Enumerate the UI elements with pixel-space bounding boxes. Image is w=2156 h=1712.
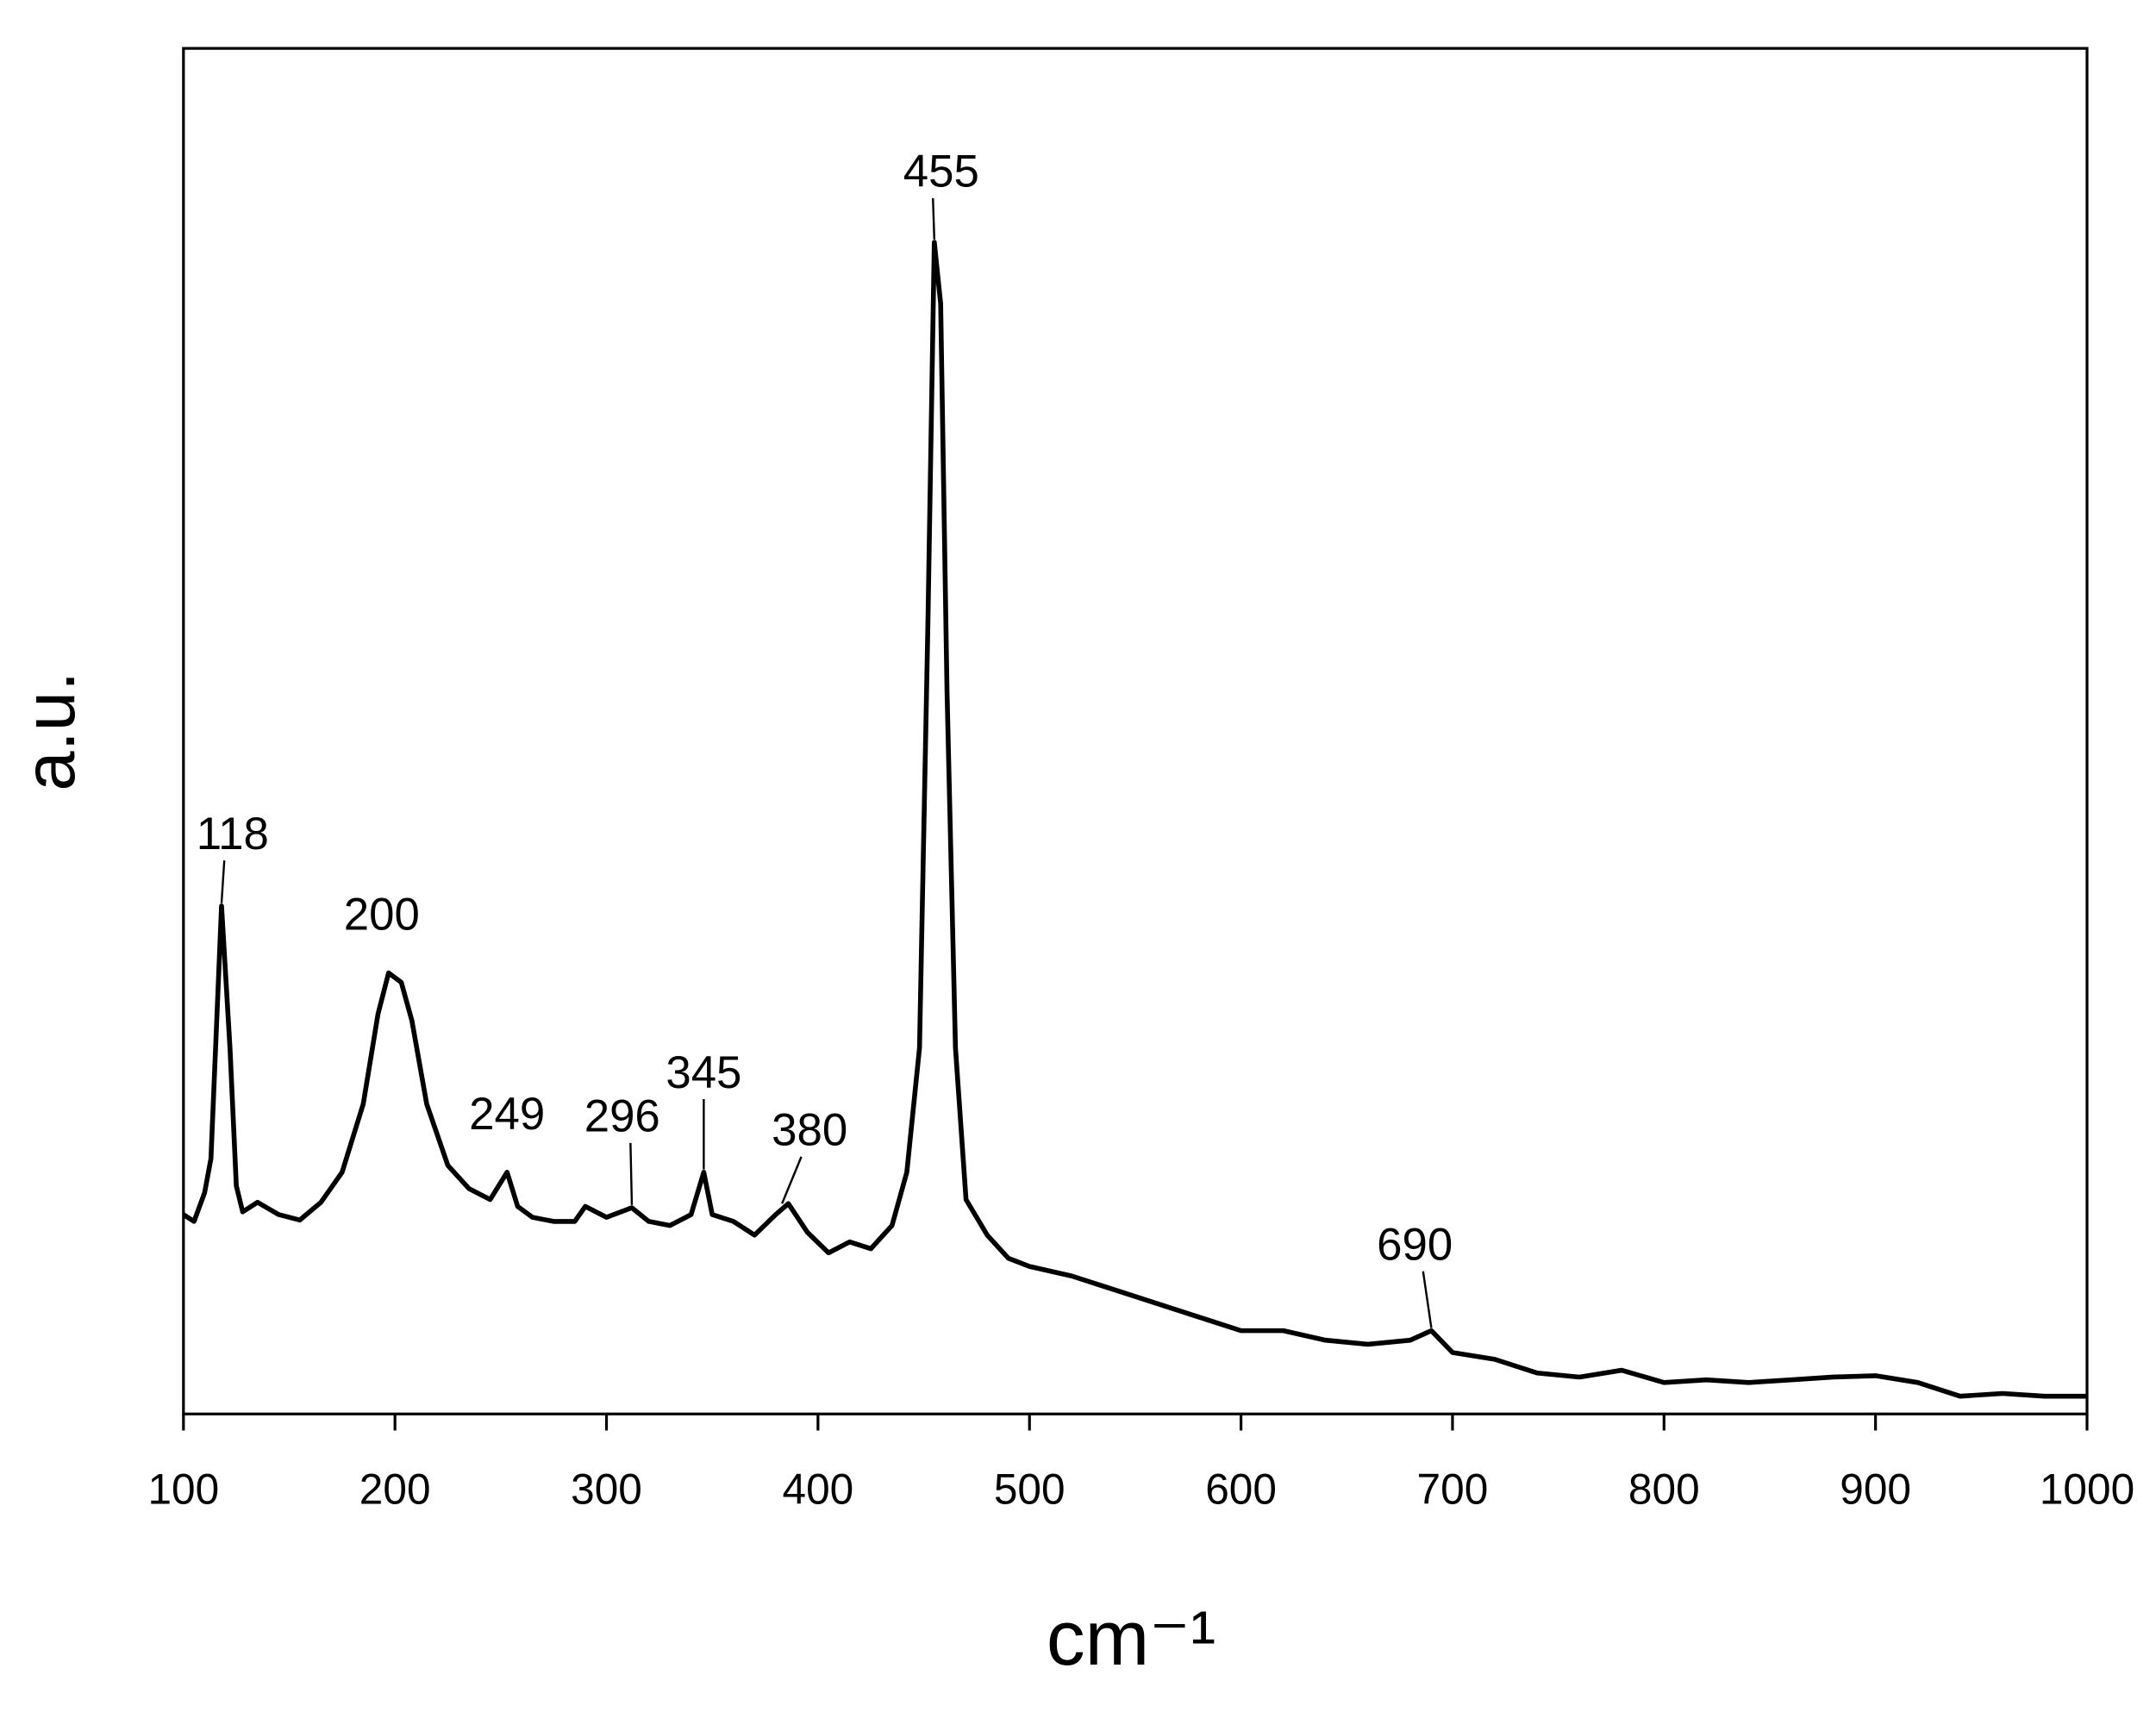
- spectrum-line: [182, 240, 2087, 1399]
- x-tick-label: 100: [147, 1465, 219, 1514]
- x-tick-label: 500: [994, 1465, 1066, 1514]
- leader-line: [220, 860, 226, 903]
- x-tick-label: 800: [1628, 1465, 1700, 1514]
- x-tick-label: 300: [571, 1465, 642, 1514]
- x-tick-label: 700: [1417, 1465, 1489, 1514]
- peak-label: 690: [1377, 1220, 1453, 1271]
- x-tick-label: 600: [1205, 1465, 1277, 1514]
- leader-line: [629, 1142, 634, 1205]
- peak-label: 455: [903, 147, 979, 197]
- peak-label: 296: [584, 1091, 660, 1142]
- x-tick-label: 400: [783, 1465, 854, 1514]
- peak-label: 345: [666, 1047, 741, 1098]
- y-axis-label: a.u.: [9, 672, 90, 791]
- x-tick-label: 900: [1840, 1465, 1911, 1514]
- x-tick-label: 200: [359, 1465, 431, 1514]
- leader-line: [932, 197, 936, 240]
- leader-line: [1422, 1271, 1433, 1328]
- peak-label: 380: [772, 1105, 847, 1156]
- peak-label: 200: [344, 890, 420, 940]
- plot-frame: [182, 47, 2089, 1415]
- leader-line: [781, 1156, 803, 1204]
- peak-label: 249: [469, 1089, 545, 1140]
- x-tick-label: 1000: [2040, 1465, 2134, 1514]
- peak-label: 118: [197, 809, 269, 859]
- x-axis-label: cm⁻¹: [1047, 1595, 1216, 1681]
